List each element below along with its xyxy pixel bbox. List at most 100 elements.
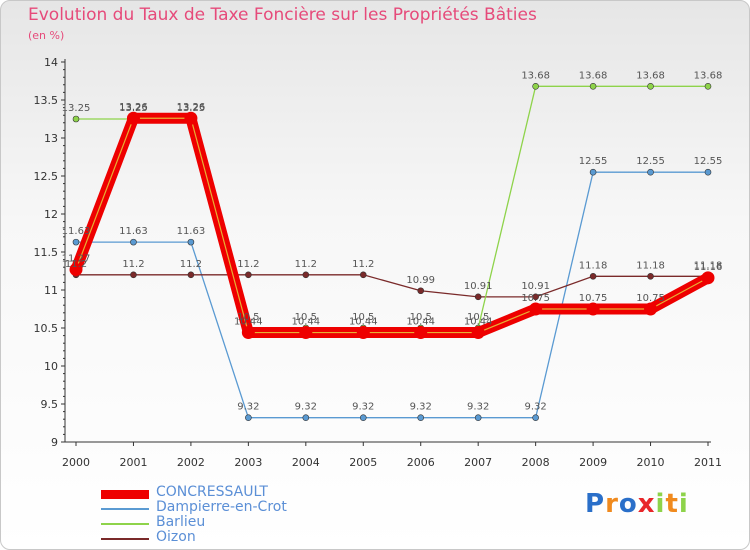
data-label: 13.68 xyxy=(579,70,608,81)
data-label: 10.75 xyxy=(521,293,550,304)
y-tick-label: 9.5 xyxy=(41,398,59,411)
logo-letter: x xyxy=(637,489,656,519)
data-point xyxy=(130,238,137,246)
data-label: 13.68 xyxy=(694,70,723,81)
data-label: 13.68 xyxy=(636,70,665,81)
data-point xyxy=(586,302,600,316)
data-label: 11.2 xyxy=(237,259,259,270)
legend-item: Oizon xyxy=(101,529,361,546)
x-tick-label: 2009 xyxy=(579,456,607,469)
data-label: 11.2 xyxy=(65,259,87,270)
data-point xyxy=(130,271,137,279)
logo-letter: r xyxy=(605,489,619,519)
data-label: 9.32 xyxy=(237,402,259,413)
data-point xyxy=(532,83,539,90)
data-point xyxy=(187,238,195,246)
data-point xyxy=(704,168,712,176)
data-point xyxy=(245,271,252,279)
data-label: 10.91 xyxy=(464,281,493,292)
x-tick-label: 2002 xyxy=(177,456,205,469)
x-tick-label: 2005 xyxy=(349,456,377,469)
data-label: 10.75 xyxy=(636,293,665,304)
data-point xyxy=(532,293,539,301)
legend-label: Dampierre-en-Crot xyxy=(156,499,287,515)
y-tick-label: 13 xyxy=(44,132,58,145)
data-point xyxy=(414,326,428,340)
data-label: 9.32 xyxy=(352,402,374,413)
data-point xyxy=(647,83,654,90)
legend-label: Barlieu xyxy=(156,514,206,530)
data-label: 10.5 xyxy=(295,312,317,323)
data-label: 11.2 xyxy=(122,259,144,270)
y-tick-label: 11 xyxy=(44,284,58,297)
data-label: 9.32 xyxy=(295,402,317,413)
data-label: 10.5 xyxy=(410,312,432,323)
proxiti-logo: Proxiti xyxy=(585,489,689,519)
data-label: 10.44 xyxy=(406,317,435,328)
data-label: 11.63 xyxy=(177,226,206,237)
x-tick-label: 2007 xyxy=(464,456,492,469)
data-label: 13.25 xyxy=(62,103,91,114)
data-point xyxy=(72,115,80,123)
data-label: 11.63 xyxy=(119,226,148,237)
y-tick-label: 10 xyxy=(44,360,58,373)
data-label: 12.55 xyxy=(579,156,608,167)
data-point xyxy=(474,414,482,421)
data-label: 10.99 xyxy=(406,275,435,286)
data-point xyxy=(701,271,715,285)
data-point xyxy=(589,83,597,90)
y-tick-label: 11.5 xyxy=(34,246,59,259)
legend-item: Barlieu xyxy=(101,514,361,531)
x-tick-label: 2006 xyxy=(407,456,435,469)
data-point xyxy=(359,414,367,421)
data-point xyxy=(126,111,140,125)
series-line xyxy=(70,112,714,339)
data-label: 11.27 xyxy=(62,253,91,264)
data-label: 10.5 xyxy=(467,312,489,323)
x-tick-label: 2010 xyxy=(637,456,665,469)
data-label: 11.2 xyxy=(295,259,317,270)
data-label: 11.2 xyxy=(352,259,374,270)
y-tick-label: 9 xyxy=(51,436,58,449)
data-point xyxy=(302,271,310,279)
data-point xyxy=(72,238,80,246)
legend-item: Dampierre-en-Crot xyxy=(101,499,361,516)
data-label: 13.26 xyxy=(119,102,148,113)
y-tick-label: 14 xyxy=(44,56,58,69)
data-point xyxy=(589,273,597,280)
y-tick-label: 10.5 xyxy=(34,322,59,335)
x-tick-label: 2008 xyxy=(522,456,550,469)
data-label: 13.26 xyxy=(177,102,206,113)
data-label: 12.55 xyxy=(636,156,665,167)
logo-letter: P xyxy=(585,489,606,519)
data-label: 13.25 xyxy=(177,103,206,114)
data-label: 10.91 xyxy=(521,281,550,292)
legend-label: Oizon xyxy=(156,529,196,545)
data-point xyxy=(187,271,195,279)
logo-letter: i xyxy=(678,489,689,519)
data-point xyxy=(69,262,83,276)
data-label: 10.44 xyxy=(234,317,263,328)
series-line-highlight xyxy=(75,117,709,334)
x-tick-label: 2004 xyxy=(292,456,320,469)
data-point xyxy=(647,168,654,176)
data-point xyxy=(471,326,485,340)
data-label: 9.32 xyxy=(467,402,489,413)
data-label: 11.18 xyxy=(636,260,665,271)
x-tick-label: 2003 xyxy=(234,456,262,469)
y-tick-label: 12.5 xyxy=(34,170,59,183)
data-label: 10.75 xyxy=(579,293,608,304)
legend-swatch xyxy=(101,508,149,510)
data-point xyxy=(245,414,252,421)
y-tick-label: 12 xyxy=(44,208,58,221)
logo-letter: i xyxy=(655,489,666,519)
data-point xyxy=(532,414,539,421)
data-point xyxy=(529,302,543,316)
data-point xyxy=(359,271,367,279)
data-label: 10.44 xyxy=(291,317,320,328)
data-point xyxy=(299,326,313,340)
legend-swatch xyxy=(101,523,149,525)
logo-letter: o xyxy=(618,489,638,519)
